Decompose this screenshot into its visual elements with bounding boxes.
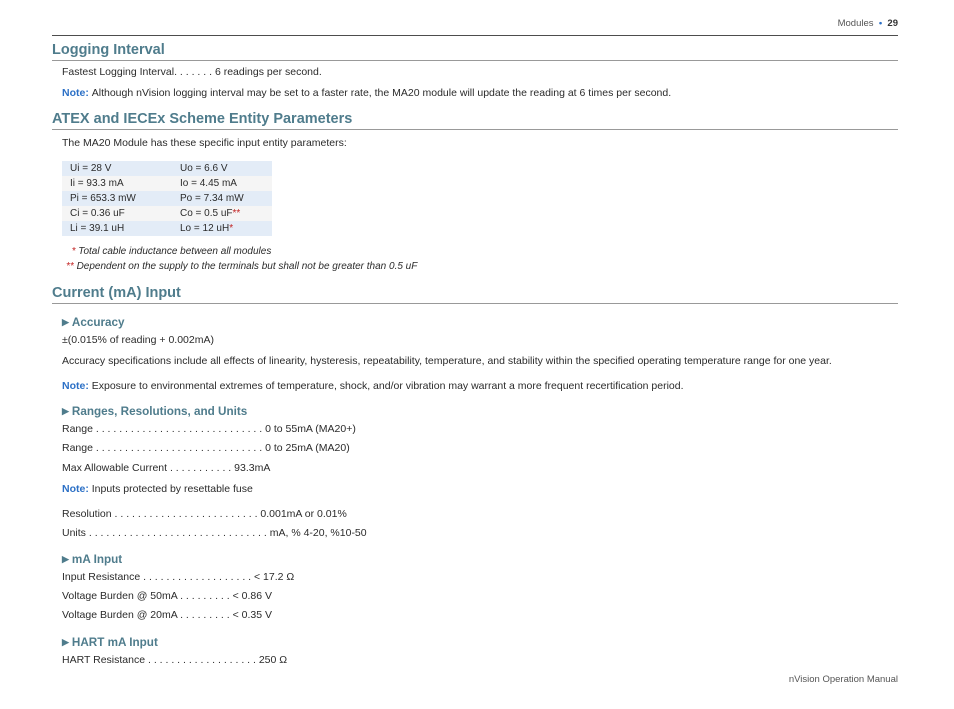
- vburden-50: Voltage Burden @ 50mA . . . . . . . . . …: [62, 589, 898, 604]
- sub-ranges: ▶Ranges, Resolutions, and Units: [62, 405, 898, 418]
- top-rule: [52, 35, 898, 36]
- logging-fastest: Fastest Logging Interval. . . . . . . 6 …: [62, 65, 898, 80]
- param-right: Po = 7.34 mW: [172, 191, 272, 206]
- table-row: Pi = 653.3 mWPo = 7.34 mW: [62, 191, 272, 206]
- rule-atex: [52, 129, 898, 130]
- accuracy-value: ±(0.015% of reading + 0.002mA): [62, 333, 898, 348]
- triangle-icon: ▶: [62, 637, 69, 648]
- param-right: Uo = 6.6 V: [172, 161, 272, 176]
- table-row: Ci = 0.36 uFCo = 0.5 uF**: [62, 206, 272, 221]
- triangle-icon: ▶: [62, 317, 69, 328]
- param-left: Ui = 28 V: [62, 161, 172, 176]
- accuracy-note: Note: Exposure to environmental extremes…: [62, 379, 898, 394]
- rule-logging: [52, 60, 898, 61]
- table-row: Li = 39.1 uHLo = 12 uH*: [62, 221, 272, 236]
- star-double: **: [66, 261, 74, 272]
- range-1: Range . . . . . . . . . . . . . . . . . …: [62, 422, 898, 437]
- note-label: Note:: [62, 87, 92, 99]
- param-left: Ci = 0.36 uF: [62, 206, 172, 221]
- param-right: Lo = 12 uH*: [172, 221, 272, 236]
- param-right: Co = 0.5 uF**: [172, 206, 272, 221]
- table-row: Ii = 93.3 mAIo = 4.45 mA: [62, 176, 272, 191]
- header-module-label: Modules: [838, 18, 874, 29]
- logging-note: Note: Although nVision logging interval …: [62, 86, 898, 101]
- page-footer: nVision Operation Manual: [52, 674, 898, 685]
- param-left: Li = 39.1 uH: [62, 221, 172, 236]
- page: Modules • 29 Logging Interval Fastest Lo…: [0, 0, 954, 709]
- resolution: Resolution . . . . . . . . . . . . . . .…: [62, 507, 898, 522]
- max-allowable: Max Allowable Current . . . . . . . . . …: [62, 461, 898, 476]
- section-atex: ATEX and IECEx Scheme Entity Parameters …: [52, 111, 898, 275]
- accuracy-explain: Accuracy specifications include all effe…: [62, 354, 898, 369]
- param-left: Pi = 653.3 mW: [62, 191, 172, 206]
- note-label: Note:: [62, 483, 92, 495]
- sub-accuracy: ▶Accuracy: [62, 316, 898, 329]
- atex-table: Ui = 28 VUo = 6.6 VIi = 93.3 mAIo = 4.45…: [62, 161, 272, 236]
- vburden-20: Voltage Burden @ 20mA . . . . . . . . . …: [62, 608, 898, 623]
- sub-hart: ▶HART mA Input: [62, 636, 898, 649]
- param-right: Io = 4.45 mA: [172, 176, 272, 191]
- header-page-number: 29: [887, 18, 898, 29]
- header-dot: •: [879, 18, 882, 29]
- rule-current: [52, 303, 898, 304]
- atex-intro: The MA20 Module has these specific input…: [62, 136, 898, 151]
- section-current: Current (mA) Input ▶Accuracy ±(0.015% of…: [52, 285, 898, 668]
- note-label: Note:: [62, 380, 92, 392]
- triangle-icon: ▶: [62, 554, 69, 565]
- star-single: *: [72, 246, 76, 257]
- range-2: Range . . . . . . . . . . . . . . . . . …: [62, 441, 898, 456]
- param-left: Ii = 93.3 mA: [62, 176, 172, 191]
- triangle-icon: ▶: [62, 406, 69, 417]
- heading-logging: Logging Interval: [52, 42, 898, 58]
- heading-atex: ATEX and IECEx Scheme Entity Parameters: [52, 111, 898, 127]
- sub-ma-input: ▶mA Input: [62, 553, 898, 566]
- atex-footnotes: * Total cable inductance between all mod…: [66, 244, 898, 275]
- heading-current: Current (mA) Input: [52, 285, 898, 301]
- table-row: Ui = 28 VUo = 6.6 V: [62, 161, 272, 176]
- input-resistance: Input Resistance . . . . . . . . . . . .…: [62, 570, 898, 585]
- section-logging: Logging Interval Fastest Logging Interva…: [52, 42, 898, 101]
- ranges-note: Note: Inputs protected by resettable fus…: [62, 482, 898, 497]
- units: Units . . . . . . . . . . . . . . . . . …: [62, 526, 898, 541]
- page-header: Modules • 29: [52, 18, 898, 31]
- hart-resistance: HART Resistance . . . . . . . . . . . . …: [62, 653, 898, 668]
